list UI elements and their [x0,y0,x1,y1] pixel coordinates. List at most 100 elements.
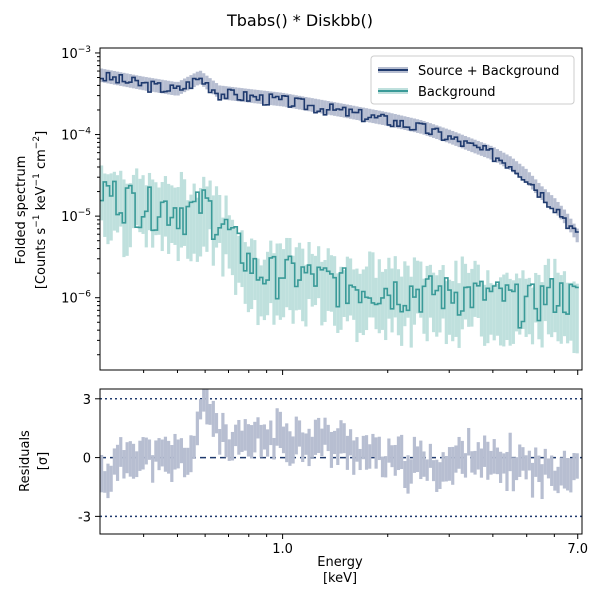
background-band-segment [119,170,123,227]
top-ytick-base: 10 [61,210,78,225]
residual-bar [278,411,282,449]
source-model-band-segment [368,108,372,123]
source-model-band-segment [262,90,266,105]
background-band-segment [157,187,161,235]
residual-bar [575,453,579,479]
residual-bar [179,438,183,464]
background-band-segment [278,243,282,320]
background-band-segment [556,272,560,342]
source-model-band-segment [384,111,388,126]
source-model-band-segment [179,80,183,94]
source-model-band-segment [294,95,298,109]
source-model-band-segment [406,117,410,131]
top-ylabel-units: [Counts s−1 keV−1 cm−2] [32,131,49,289]
background-band-segment [323,259,327,322]
residual-bar [163,436,168,472]
top-ylabel-unit-part: [Counts s [34,228,49,290]
residual-bar [151,455,155,483]
residual-bar [514,457,519,481]
legend-box [370,55,575,105]
residual-bar [368,444,372,469]
background-band-segment [326,248,330,311]
source-model-band-segment [524,168,528,183]
bottom-ytick-label: -3 [78,510,91,525]
background-band-segment [304,264,308,327]
residual-bar [218,428,222,455]
residual-bar [470,451,474,473]
background-band-segment [125,183,129,256]
background-band-segment [479,281,484,337]
source-model-band-segment [326,101,330,115]
residual-bar [412,436,417,473]
source-model-band-segment [275,92,279,106]
background-band-segment [275,243,279,316]
residual-bar [208,403,212,425]
source-step-line [100,71,579,233]
source-model-band-segment [144,77,148,91]
background-band-segment [358,273,362,333]
source-model-band-segment [419,119,423,134]
source-model-band-segment [342,103,346,118]
top-ytick-label: 10−4 [61,127,91,144]
source-model-band-segment [313,98,318,113]
residual-bar [348,429,353,456]
source-model-band-segment [550,195,554,209]
background-band-segment [320,261,324,326]
source-model-band-segment [297,95,302,110]
background-band-segment [313,255,318,306]
bottom-ylabel-unit: [σ] [36,452,51,470]
background-band-segment [100,165,104,221]
background-band-segment [435,275,439,337]
background-band-segment [179,171,183,248]
source-model-band-segment [400,115,404,130]
background-band-segment [390,268,394,333]
source-model-band-segment [147,77,152,92]
residual-bar [265,429,270,457]
source-model-band-segment [559,205,563,220]
residual-bar [393,444,397,476]
residual-bar [243,419,247,451]
source-model-band-segment [329,101,334,116]
source-model-band-segment [467,137,471,151]
residual-bar [154,440,158,462]
source-model-band-segment [218,85,222,100]
residual-bar [205,388,209,425]
source-model-band-segment [176,81,180,96]
source-model-band-segment [115,71,120,86]
source-model-band-segment [505,154,509,169]
source-model-band-segment [272,91,276,106]
source-model-band-segment [527,172,531,186]
source-model-band-segment [211,80,215,95]
background-band-segment [281,249,286,318]
residual-bar [119,437,123,467]
top-y-ticks: 10−310−410−510−6 [61,45,100,356]
background-band-segment [540,282,544,348]
background-band-segment [527,277,531,335]
residual-bar [479,448,484,478]
source-model-band-segment [364,108,369,122]
background-band-segment [393,256,397,318]
background-band-segment [307,241,311,300]
background-band-segment [195,197,199,262]
residual-bar [173,433,177,470]
source-model-band-segment [186,76,190,91]
residual-bar [473,450,477,475]
residual-bar [537,455,541,483]
top-ytick-base: 10 [61,292,78,307]
source-model-band-segment [396,114,401,129]
residual-bar [355,437,359,462]
xlabel: Energy [317,555,363,570]
background-band-segment [221,217,225,277]
source-model-band-segment [182,78,187,93]
background-band-segment [115,175,120,233]
source-model-band-segment [566,213,570,228]
residual-bar [559,457,563,486]
background-band-segment [294,247,298,311]
residual-bar [317,417,321,454]
background-band-segment [566,282,570,344]
background-band-segment [138,178,142,233]
source-model-band-segment [195,71,199,86]
source-model-band-segment [202,73,206,87]
legend-label-source: Source + Background [418,64,559,79]
residual-bar [291,436,295,464]
